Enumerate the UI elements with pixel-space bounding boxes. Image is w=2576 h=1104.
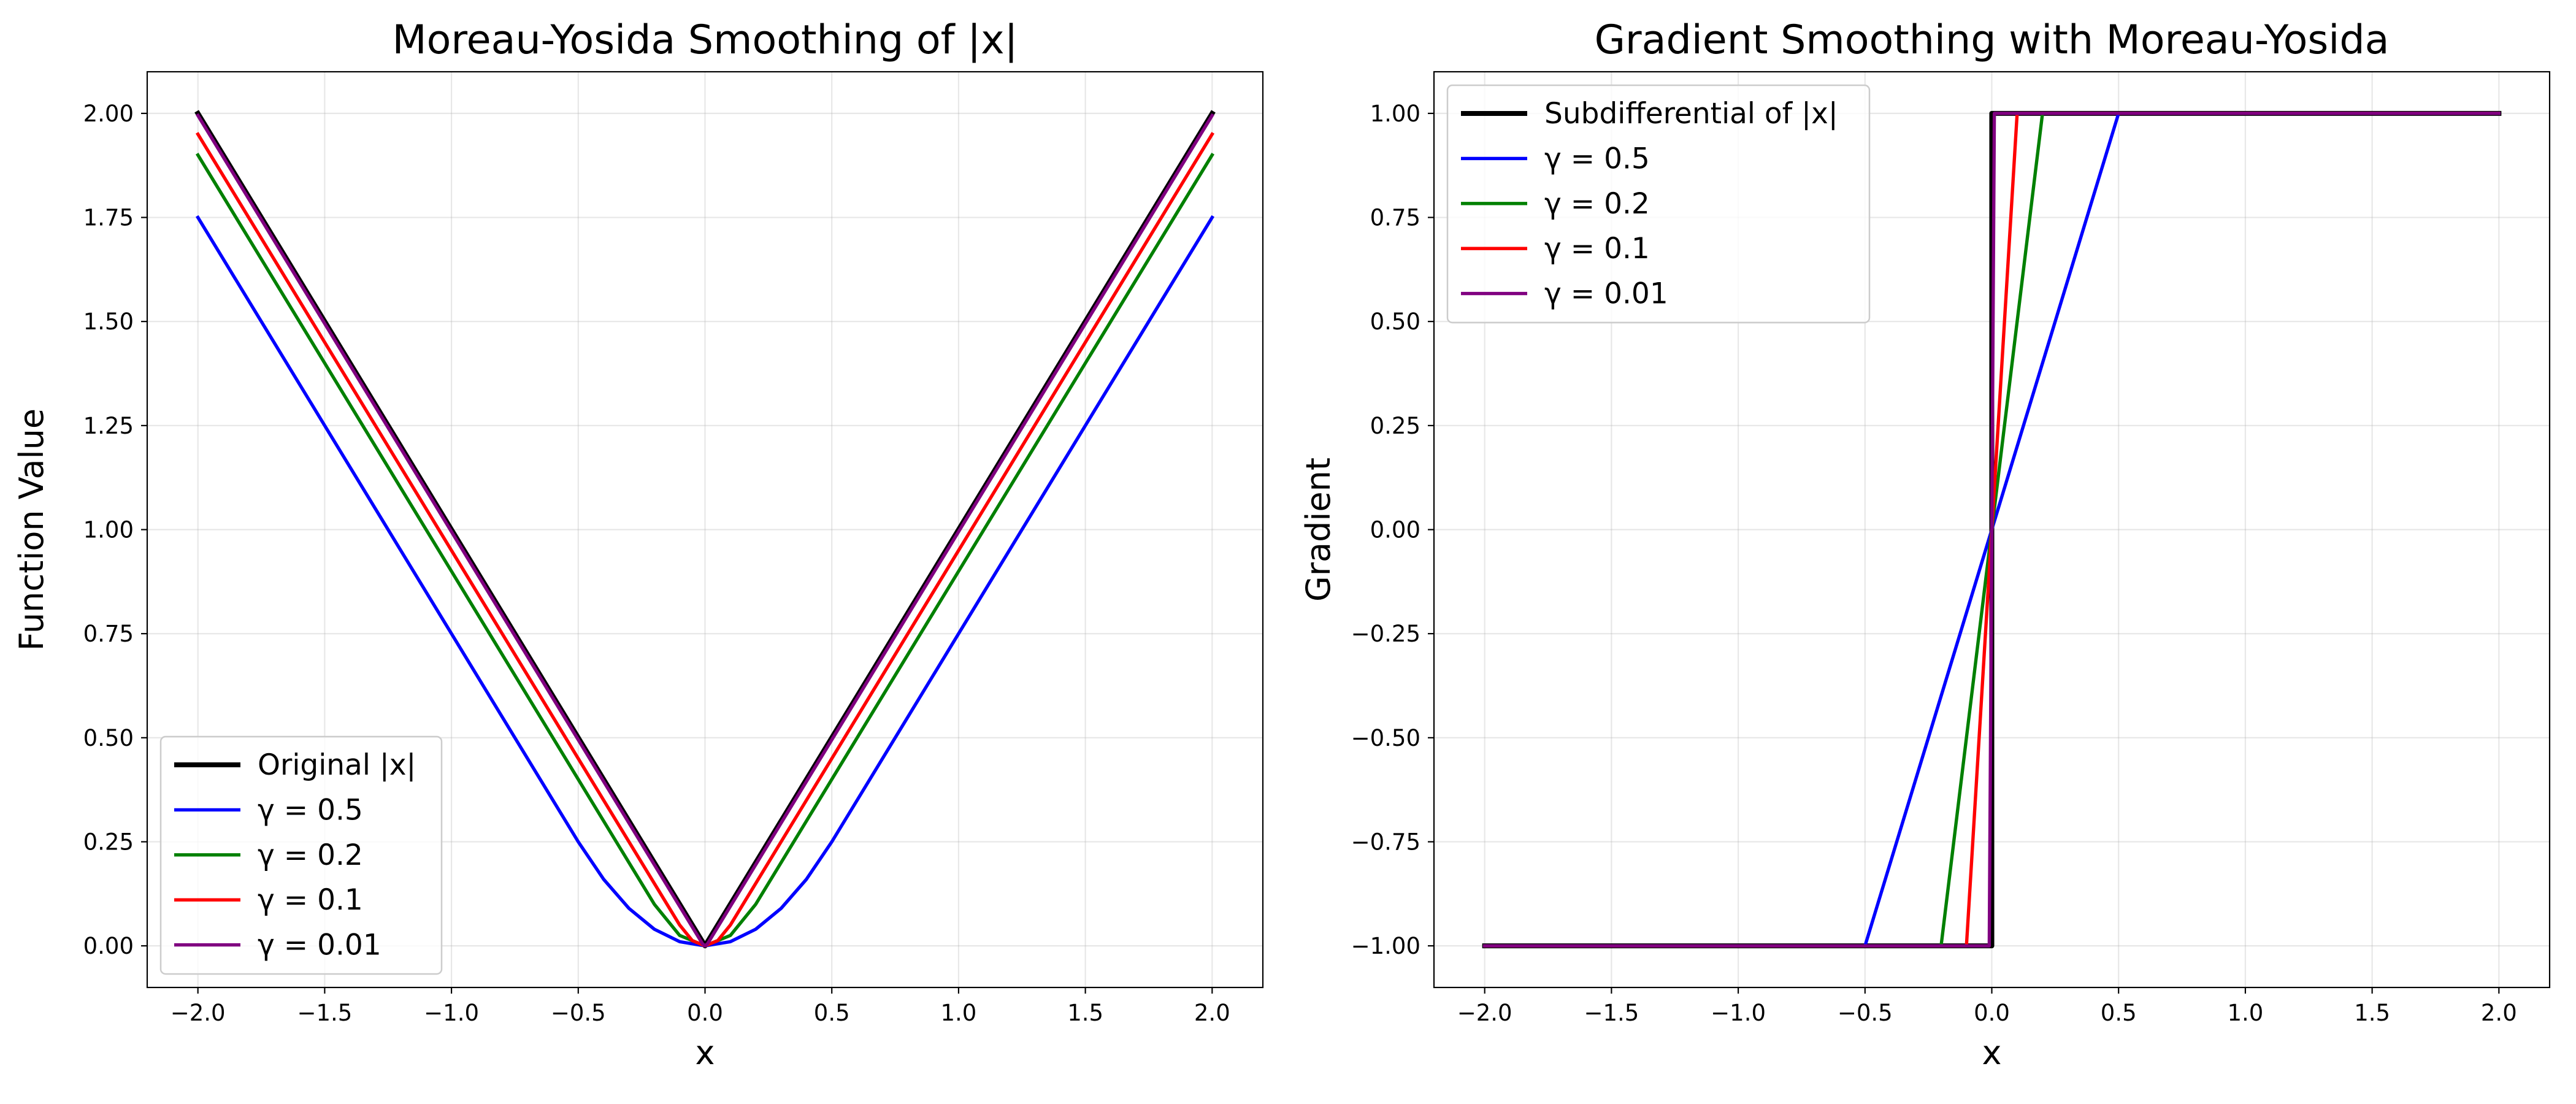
series-line-4 xyxy=(195,113,1215,948)
x-tick-label: 0.0 xyxy=(1974,1000,2010,1026)
y-tick-label: 1.50 xyxy=(83,309,134,335)
plot-area xyxy=(194,110,1216,949)
legend-label: γ = 0.1 xyxy=(1544,232,1650,266)
x-tick-label: −1.0 xyxy=(1711,1000,1766,1026)
legend-label: γ = 0.01 xyxy=(1544,277,1668,311)
legend-label: Original |x| xyxy=(258,748,416,782)
y-tick-label: 0.75 xyxy=(83,621,134,647)
x-tick-label: −1.0 xyxy=(424,1000,479,1026)
chart-title: Gradient Smoothing with Moreau-Yosida xyxy=(1595,17,2390,63)
legend-box xyxy=(1446,84,1871,324)
x-axis-label: x xyxy=(1982,1033,2002,1072)
y-tick-label: 0.50 xyxy=(83,725,134,751)
x-tick-label: 0.0 xyxy=(687,1000,723,1026)
series-line-4 xyxy=(1482,112,2501,948)
y-tick-label: 1.00 xyxy=(83,517,134,543)
x-tick-label: 0.5 xyxy=(2101,1000,2137,1026)
y-tick-label: 1.25 xyxy=(83,413,134,439)
legend: Subdifferential of |x| γ = 0.5 γ = 0.2 γ = … xyxy=(1446,84,1871,324)
y-axis-label: Gradient xyxy=(1299,458,1338,602)
x-tick-label: −2.0 xyxy=(171,1000,226,1026)
x-tick-label: −1.5 xyxy=(1584,1000,1639,1026)
x-axis-label: x xyxy=(696,1033,715,1072)
legend-label: Subdifferential of |x| xyxy=(1544,97,1838,131)
y-tick-label: −0.50 xyxy=(1351,725,1420,751)
x-tick-label: −0.5 xyxy=(551,1000,606,1026)
y-tick-label: 0.00 xyxy=(83,933,134,959)
legend-box xyxy=(159,735,443,975)
y-tick-label: 2.00 xyxy=(83,101,134,127)
x-tick-label: 1.0 xyxy=(2227,1000,2263,1026)
x-tick-label: 1.0 xyxy=(940,1000,976,1026)
chart-left: −2.0 −1.5 −1.0 −0.5 0.0 0.5 1.0 1.5 2.0 0.00 0.25 0… xyxy=(12,17,1264,1072)
legend-label: γ = 0.2 xyxy=(258,838,363,872)
x-tick-label: −0.5 xyxy=(1838,1000,1893,1026)
y-tick-label: 0.50 xyxy=(1370,309,1420,335)
y-tick-label: −1.00 xyxy=(1351,933,1420,959)
legend-label: γ = 0.1 xyxy=(258,883,363,917)
y-tick-label: 0.00 xyxy=(1370,517,1420,543)
x-tick-label: 2.0 xyxy=(1194,1000,1230,1026)
chart-right: −2.0 −1.5 −1.0 −0.5 0.0 0.5 1.0 1.5 2.0 −1.00 −0.7… xyxy=(1299,17,2551,1072)
legend-label: γ = 0.5 xyxy=(258,793,363,827)
plot-area xyxy=(1482,110,2502,949)
y-axis-label: Function Value xyxy=(12,408,51,651)
x-tick-label: −2.0 xyxy=(1457,1000,1512,1026)
y-tick-label: −0.25 xyxy=(1351,621,1420,647)
y-tick-label: 0.25 xyxy=(1370,413,1420,439)
legend-label: γ = 0.2 xyxy=(1544,187,1650,221)
legend-label: γ = 0.01 xyxy=(258,929,381,962)
legend: Original |x| γ = 0.5 γ = 0.2 γ = 0.1 γ = 0.0… xyxy=(159,735,443,975)
x-tick-label: 0.5 xyxy=(814,1000,850,1026)
y-tick-label: −0.75 xyxy=(1351,829,1420,855)
x-tick-label: −1.5 xyxy=(297,1000,352,1026)
x-tick-label: 1.5 xyxy=(1067,1000,1103,1026)
y-tick-label: 0.25 xyxy=(83,829,134,855)
y-tick-label: 1.75 xyxy=(83,205,134,231)
y-tick-label: 1.00 xyxy=(1370,101,1420,127)
legend-label: γ = 0.5 xyxy=(1544,142,1650,175)
y-tick-label: 0.75 xyxy=(1370,205,1420,231)
chart-title: Moreau-Yosida Smoothing of |x| xyxy=(393,17,1018,63)
x-tick-label: 2.0 xyxy=(2481,1000,2517,1026)
x-tick-label: 1.5 xyxy=(2354,1000,2390,1026)
